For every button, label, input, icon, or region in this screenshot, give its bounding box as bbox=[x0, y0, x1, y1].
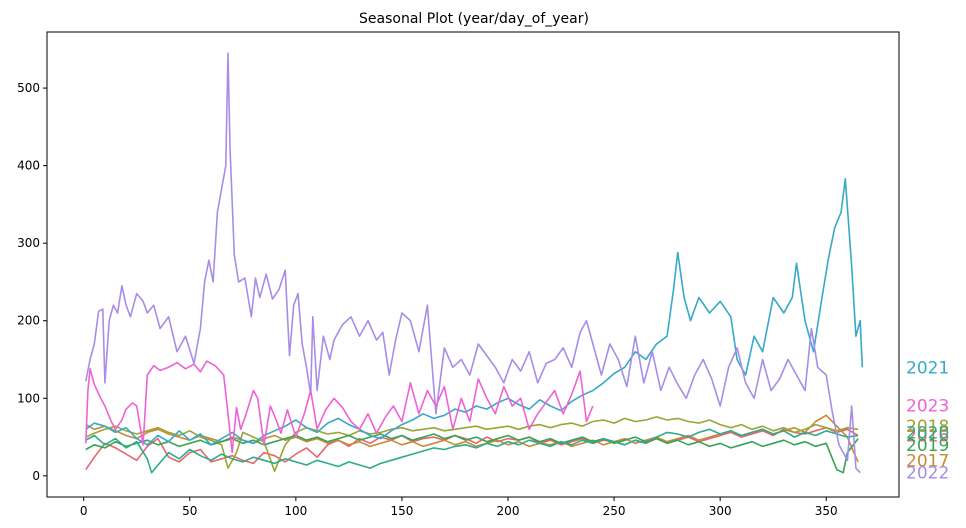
y-tick-label: 0 bbox=[32, 469, 40, 483]
y-tick-label: 100 bbox=[17, 391, 40, 405]
series-line-2021 bbox=[85, 178, 864, 446]
x-tick-label: 350 bbox=[815, 504, 838, 518]
x-axis: 0 50 100 150 200 250 300 350 bbox=[80, 497, 838, 518]
y-tick-label: 200 bbox=[17, 314, 40, 328]
series-label-2017: 2017 bbox=[906, 451, 949, 471]
series-label-2020: 2020 bbox=[906, 423, 949, 443]
series-line-2018 bbox=[85, 416, 859, 472]
series-line-2016 bbox=[85, 426, 859, 471]
plot-frame bbox=[46, 31, 900, 498]
series-label-2022: 2022 bbox=[906, 464, 949, 484]
y-tick-label: 300 bbox=[17, 236, 40, 250]
series-label-2019: 2019 bbox=[906, 436, 949, 456]
x-tick-label: 300 bbox=[709, 504, 732, 518]
x-tick-label: 250 bbox=[603, 504, 626, 518]
x-tick-label: 150 bbox=[390, 504, 413, 518]
y-tick-label: 400 bbox=[17, 159, 40, 173]
series-line-2020 bbox=[85, 428, 859, 474]
series-line-2019 bbox=[85, 433, 859, 474]
series-layer bbox=[85, 52, 864, 474]
y-tick-label: 500 bbox=[17, 81, 40, 95]
series-line-2022 bbox=[85, 52, 861, 474]
series-label-2018: 2018 bbox=[906, 417, 949, 437]
y-axis: 0 100 200 300 400 500 bbox=[17, 81, 47, 483]
x-tick-label: 0 bbox=[80, 504, 88, 518]
series-label-2023: 2023 bbox=[906, 396, 949, 416]
series-label-2016: 2016 bbox=[906, 427, 949, 447]
chart-title: Seasonal Plot (year/day_of_year) bbox=[359, 11, 589, 27]
series-line-2023 bbox=[85, 360, 594, 454]
x-tick-label: 200 bbox=[497, 504, 520, 518]
x-tick-label: 50 bbox=[182, 504, 197, 518]
series-label-2021: 2021 bbox=[906, 358, 949, 378]
x-tick-label: 100 bbox=[284, 504, 307, 518]
